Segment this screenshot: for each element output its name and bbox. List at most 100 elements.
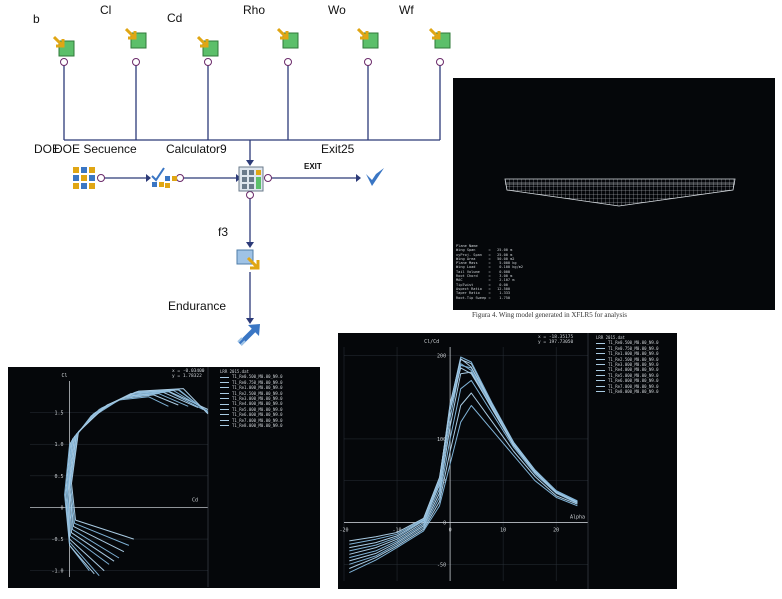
legend-label: T1_Re6.000_M0.00_N9.0 xyxy=(608,378,659,384)
doe-sequence-label: DOE Secuence xyxy=(54,142,137,156)
input-variable-icon xyxy=(428,27,451,49)
legend-swatch xyxy=(596,353,605,355)
input-node-wo[interactable] xyxy=(356,27,379,54)
input-node-wf[interactable] xyxy=(428,27,451,54)
legend-swatch xyxy=(596,369,605,371)
doe-sequence-icon xyxy=(151,167,177,188)
endurance-label: Endurance xyxy=(168,299,227,313)
input-label-wo: Wo xyxy=(328,3,346,17)
y-tick-label: -50 xyxy=(437,562,446,568)
x-tick-label: 10 xyxy=(500,528,506,534)
endurance-node[interactable] xyxy=(236,322,262,351)
x-tick-label: -20 xyxy=(339,528,348,534)
legend-swatch xyxy=(596,385,605,387)
wing-stat-line: Wing Span = 25.00 m xyxy=(456,248,513,253)
legend-entry: T1_Re0.500_M0.00_N9.0 xyxy=(596,340,659,345)
series-line xyxy=(66,393,189,577)
input-variable-icon xyxy=(124,27,147,49)
y-tick-label: 200 xyxy=(437,353,446,359)
legend-label: T1_Re0.750_M0.00_N9.0 xyxy=(608,345,659,351)
input-label-wf: Wf xyxy=(399,3,414,17)
chart1-readout: x = -0.03400 y = 1.78322 xyxy=(172,369,205,379)
legend-entry: T1_Re6.000_M0.00_N9.0 xyxy=(220,412,283,417)
legend-swatch xyxy=(596,375,605,377)
chart2-legend: LRR 2015.dat T1_Re0.500_M0.00_N9.0 T1_Re0.… xyxy=(596,335,659,394)
series-line xyxy=(65,394,179,575)
readout-y: y = 197.73050 xyxy=(538,340,574,345)
input-node-cl[interactable] xyxy=(124,27,147,54)
wing-stat-line: xyProj. Span = 25.00 m xyxy=(456,252,513,257)
series-line xyxy=(349,379,578,565)
y-tick-label: 50 xyxy=(440,479,446,485)
y-tick-label: 1.5 xyxy=(55,411,64,417)
y-tick-label: 1.0 xyxy=(55,442,64,448)
x-tick-label: 20 xyxy=(553,528,559,534)
legend-label: T1_Re0.500_M0.00_N9.0 xyxy=(608,340,659,346)
wing-3d-view: Plane Name Wing Span = 25.00 m xyProj. Spa… xyxy=(453,78,775,310)
legend-label: T1_Re0.500_M0.00_N9.0 xyxy=(232,374,283,380)
legend-label: T1_Re1.000_M0.00_N9.0 xyxy=(232,385,283,391)
legend-entry: T1_Re3.000_M0.00_N9.0 xyxy=(220,396,283,401)
series-line xyxy=(68,390,209,562)
legend-entry: T1_Re4.000_M0.00_N9.0 xyxy=(220,401,283,406)
y-axis-label: Cl xyxy=(62,373,68,379)
legend-title: LRR 2015.dat xyxy=(220,369,249,374)
legend-entry: T1_Re2.500_M0.00_N9.0 xyxy=(596,357,659,362)
wing-stat-line: Aspect Ratio = 12.500 xyxy=(456,286,511,291)
legend-label: T1_Re3.000_M0.00_N9.0 xyxy=(232,396,283,402)
y-tick-label: -0.5 xyxy=(52,537,64,543)
f3-node[interactable] xyxy=(236,248,264,279)
f3-label: f3 xyxy=(218,225,229,239)
legend-swatch xyxy=(220,398,229,400)
wing-stat-line: Plane Mass = 5.000 kg xyxy=(456,261,517,266)
input-label-rho: Rho xyxy=(243,3,266,17)
legend-label: T1_Re5.000_M0.00_N9.0 xyxy=(608,372,659,378)
x-axis-label: Cd xyxy=(192,497,198,503)
cl-cd-chart: 1.5 1.0 0.5 0 -0.5 -1.0 Cl Cd xyxy=(30,367,209,587)
input-node-cd[interactable] xyxy=(196,35,219,62)
legend-label: T1_Re8.000_M0.00_N9.0 xyxy=(232,423,283,429)
chart1-legend: LRR 2015.dat T1_Re0.500_M0.00_N9.0 T1_Re0.… xyxy=(220,369,283,428)
wing-stat-line: Plane Name xyxy=(456,244,478,248)
wing-mesh xyxy=(504,178,736,207)
doe-sequence-node[interactable] xyxy=(150,164,178,195)
legend-swatch xyxy=(596,391,605,393)
legend-entry: T1_Re5.000_M0.00_N9.0 xyxy=(220,407,283,412)
exit-check-icon xyxy=(366,168,384,186)
y-tick-label: -1.0 xyxy=(52,569,64,575)
legend-swatch xyxy=(220,425,229,427)
y-tick-label: 0 xyxy=(443,521,446,527)
output-variable-icon xyxy=(236,249,260,270)
exit-label: Exit25 xyxy=(321,142,355,156)
glide-chart-panel: 200 100 50 0 -50 -20 -10 0 10 20 Cl/Cd Alpha x = -1… xyxy=(338,333,677,589)
legend-swatch xyxy=(220,387,229,389)
legend-entry: T1_Re8.000_M0.00_N9.0 xyxy=(220,423,283,428)
chart2-readout: x = -18.35175 y = 197.73050 xyxy=(538,335,573,345)
legend-entry: T1_Re5.000_M0.00_N9.0 xyxy=(596,373,659,378)
legend-entry: T1_Re3.000_M0.00_N9.0 xyxy=(596,362,659,367)
wing-caption: Figura 4. Wing model generated in XFLR5 … xyxy=(472,311,627,319)
legend-entry: T1_Re7.000_M0.00_N9.0 xyxy=(220,418,283,423)
doe-node[interactable] xyxy=(72,166,98,195)
input-variable-icon xyxy=(276,27,299,49)
legend-label: T1_Re6.000_M0.00_N9.0 xyxy=(232,412,283,418)
input-node-b[interactable] xyxy=(52,35,75,62)
legend-label: T1_Re8.000_M0.00_N9.0 xyxy=(608,389,659,395)
legend-label: T1_Re0.750_M0.00_N9.0 xyxy=(232,379,283,385)
series-line xyxy=(64,396,169,572)
legend-label: T1_Re7.000_M0.00_N9.0 xyxy=(232,417,283,423)
legend-swatch xyxy=(596,348,605,350)
exit-node[interactable] xyxy=(364,166,386,193)
legend-swatch xyxy=(220,403,229,405)
calculator-node[interactable] xyxy=(238,166,264,197)
series-line xyxy=(67,391,199,572)
input-label-b: b xyxy=(33,12,40,26)
wing-stat-line: Wing Area = 50.00 m2 xyxy=(456,256,515,261)
objective-arrow-icon xyxy=(237,324,260,346)
doe-label: DOE xyxy=(34,142,61,156)
readout-y: y = 1.78322 xyxy=(172,374,202,379)
legend-swatch xyxy=(220,382,229,384)
input-node-rho[interactable] xyxy=(276,27,299,54)
series-line xyxy=(69,389,209,553)
